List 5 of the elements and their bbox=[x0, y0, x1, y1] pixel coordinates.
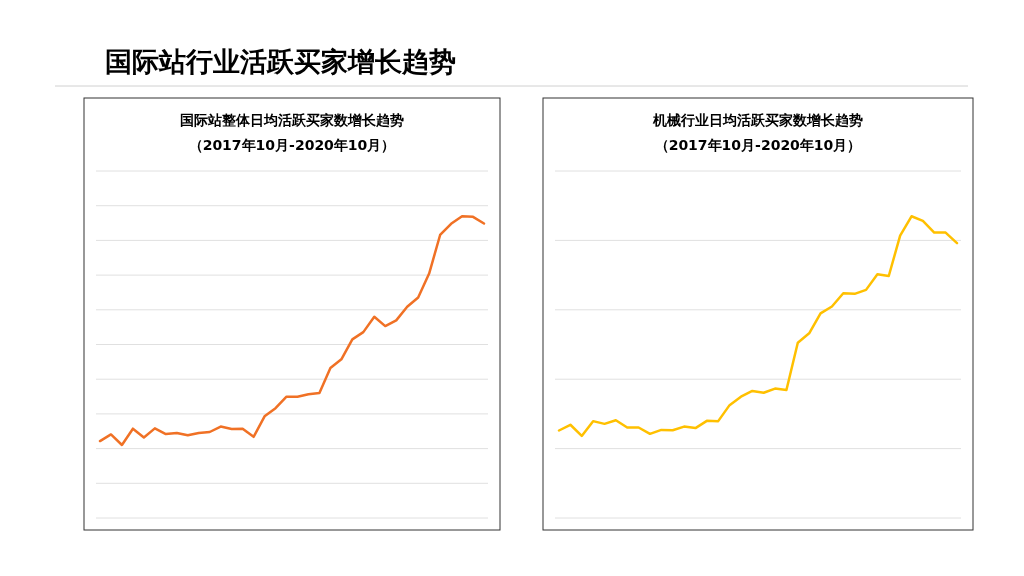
chart-title: 机械行业日均活跃买家数增长趋势 bbox=[652, 112, 863, 128]
chart-subtitle: （2017年10月-2020年10月） bbox=[188, 137, 396, 153]
text: 国际站行业活跃买家增长趋势 bbox=[105, 46, 456, 77]
chart-subtitle: （2017年10月-2020年10月） bbox=[654, 137, 862, 153]
chart-title: 国际站整体日均活跃买家数增长趋势 bbox=[180, 112, 404, 128]
